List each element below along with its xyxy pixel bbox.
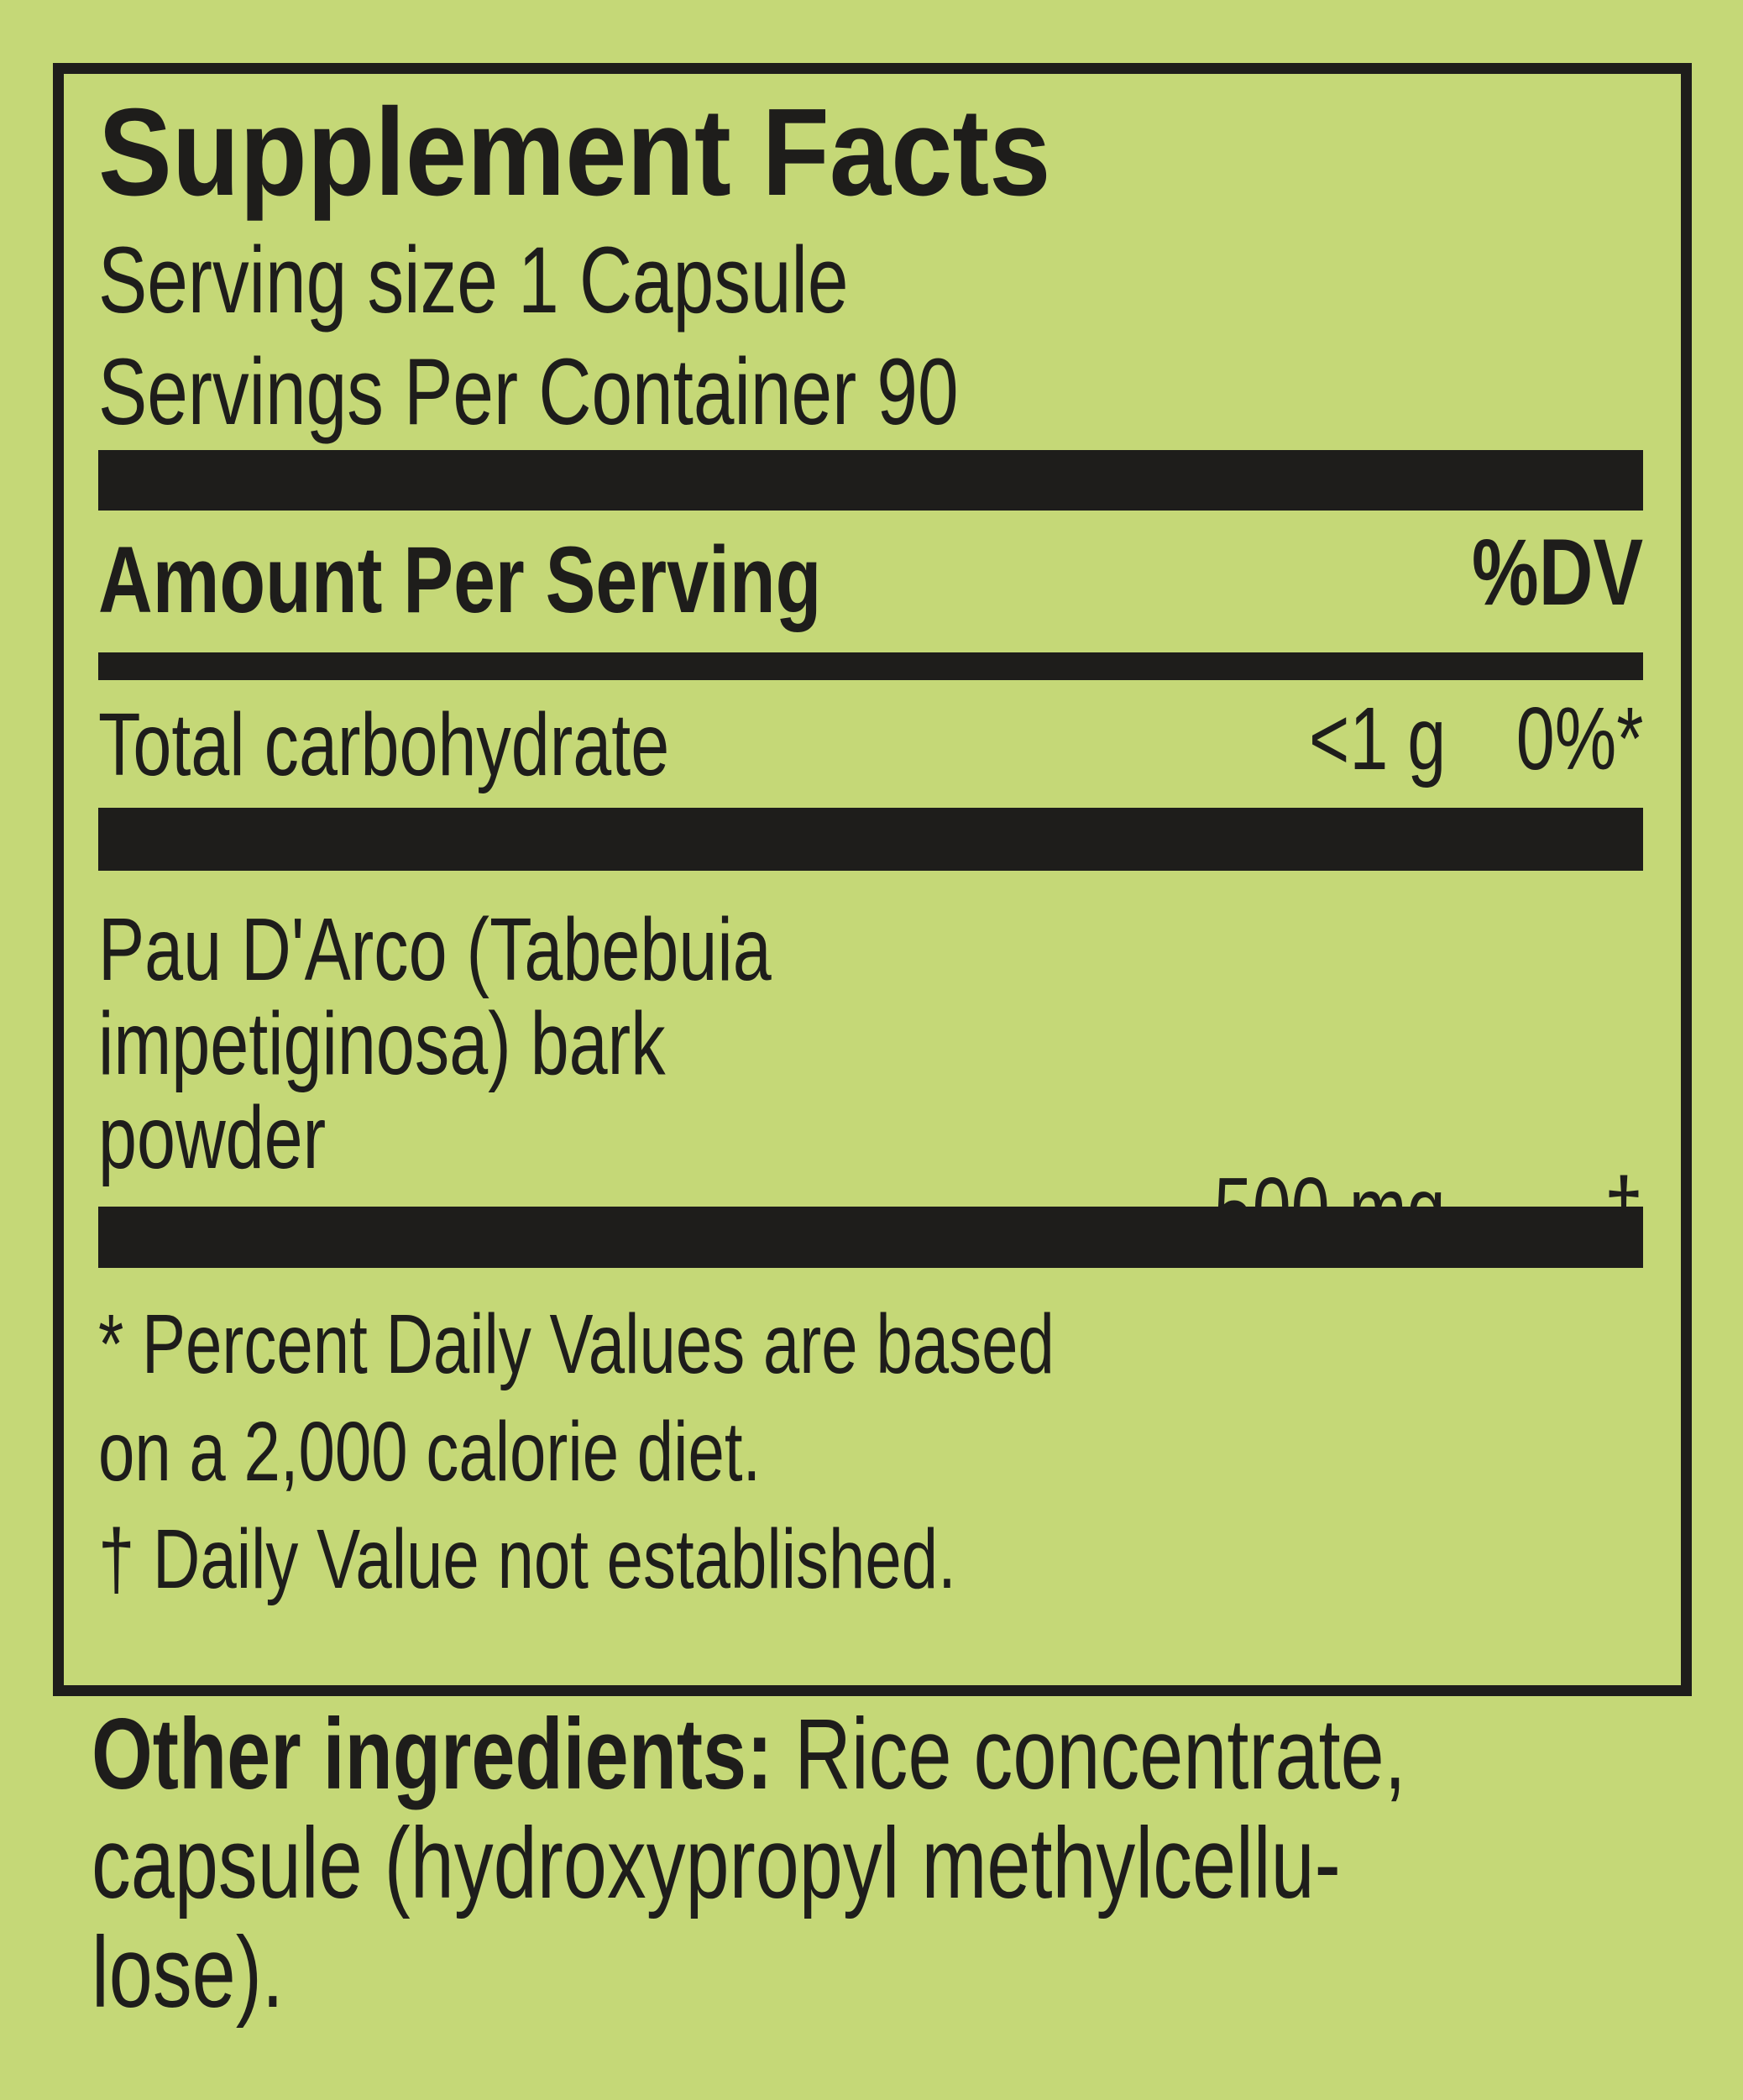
supplement-facts-panel: Supplement Facts Serving size 1 Capsule …: [53, 63, 1692, 1696]
servings-per-container-text: Servings Per Container 90: [98, 339, 959, 444]
serving-size-text: Serving size 1 Capsule: [98, 228, 849, 333]
table-row-pau-darco: Pau D'Arco (Tabebuia impetiginosa) bark …: [98, 903, 961, 1185]
ingredient-name-text-3: powder: [98, 1088, 327, 1187]
other-ingredients-block: Other ingredients: Rice concentrate, cap…: [92, 1699, 1743, 2027]
ingredient-name-text-2: impetiginosa) bark: [98, 994, 666, 1093]
servings-per-container-line: Servings Per Container 90: [98, 338, 1201, 446]
ingredient-name-text-1: Pau D'Arco (Tabebuia: [98, 900, 772, 999]
footnote-text-3: † Daily Value not established.: [98, 1512, 956, 1606]
other-ingredients-line-2: capsule (hydroxypropyl methylcellu-: [92, 1809, 1743, 1918]
other-ingredients-line-1: Other ingredients: Rice concentrate,: [92, 1699, 1743, 1809]
footnote-line-1: * Percent Daily Values are based: [98, 1291, 1324, 1398]
amount-per-serving-text: Amount Per Serving: [98, 527, 822, 632]
carbohydrate-amount: <1 g: [1308, 689, 1446, 788]
other-ingredients-rest: Rice concentrate,: [772, 1698, 1406, 1810]
divider-bar-thick-bottom: [98, 1207, 1643, 1268]
amount-per-serving-header: Amount Per Serving: [98, 526, 1002, 634]
ingredient-name-line-2: impetiginosa) bark: [98, 997, 961, 1091]
other-ingredients-line-2-text: capsule (hydroxypropyl methylcellu-: [92, 1807, 1341, 1919]
divider-bar-thin-header: [98, 652, 1643, 680]
serving-size-line: Serving size 1 Capsule: [98, 226, 1060, 334]
other-ingredients-line-3-text: lose).: [92, 1916, 284, 2029]
carbohydrate-name-text: Total carbohydrate: [98, 695, 670, 794]
carbohydrate-dv: 0%*: [1515, 689, 1643, 788]
footnote-line-3: † Daily Value not established.: [98, 1506, 1324, 1613]
footnote-text-2: on a 2,000 calorie diet.: [98, 1405, 762, 1499]
other-ingredients-label: Other ingredients:: [92, 1698, 773, 1810]
table-row-carbohydrate: Total carbohydrate: [98, 694, 830, 796]
divider-bar-thick-top: [98, 450, 1643, 511]
panel-title: Supplement Facts: [98, 83, 1051, 222]
footnote-line-2: on a 2,000 calorie diet.: [98, 1398, 1324, 1506]
other-ingredients-line-3: lose).: [92, 1918, 1743, 2027]
ingredient-name-line-3: powder: [98, 1091, 961, 1185]
other-ingredients-line-1-text: Other ingredients: Rice concentrate,: [92, 1704, 1406, 1804]
footnote-text-1: * Percent Daily Values are based: [98, 1297, 1055, 1391]
ingredient-name-line-1: Pau D'Arco (Tabebuia: [98, 903, 961, 997]
percent-dv-header: %DV: [1471, 520, 1643, 625]
footnotes-block: * Percent Daily Values are based on a 2,…: [98, 1291, 1324, 1613]
divider-bar-thick-middle: [98, 808, 1643, 871]
